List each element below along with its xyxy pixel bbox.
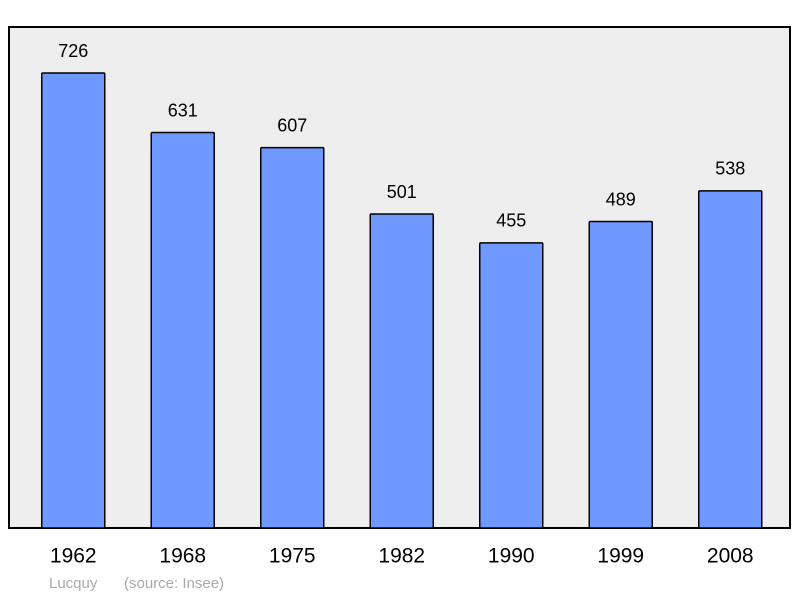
bar	[41, 72, 106, 529]
value-label: 538	[715, 159, 745, 179]
x-tick-label: 1968	[159, 545, 206, 568]
value-label: 455	[496, 211, 526, 231]
place-name: Lucquy	[49, 575, 98, 592]
value-label: 631	[168, 100, 198, 120]
x-tick-label: 1975	[269, 545, 316, 568]
value-label: 489	[606, 189, 636, 209]
bar	[150, 131, 215, 529]
bar	[698, 190, 763, 529]
value-label: 607	[277, 115, 307, 135]
x-tick-label: 1999	[597, 545, 644, 568]
value-label: 726	[58, 41, 88, 61]
bar	[260, 146, 325, 529]
bar	[369, 213, 434, 529]
bar	[588, 220, 653, 529]
x-tick-label: 1962	[50, 545, 97, 568]
value-label: 501	[387, 182, 417, 202]
x-tick-label: 2008	[707, 545, 754, 568]
x-tick-label: 1982	[378, 545, 425, 568]
source-note: (source: Insee)	[124, 575, 224, 592]
bar	[479, 242, 544, 529]
x-tick-label: 1990	[488, 545, 535, 568]
